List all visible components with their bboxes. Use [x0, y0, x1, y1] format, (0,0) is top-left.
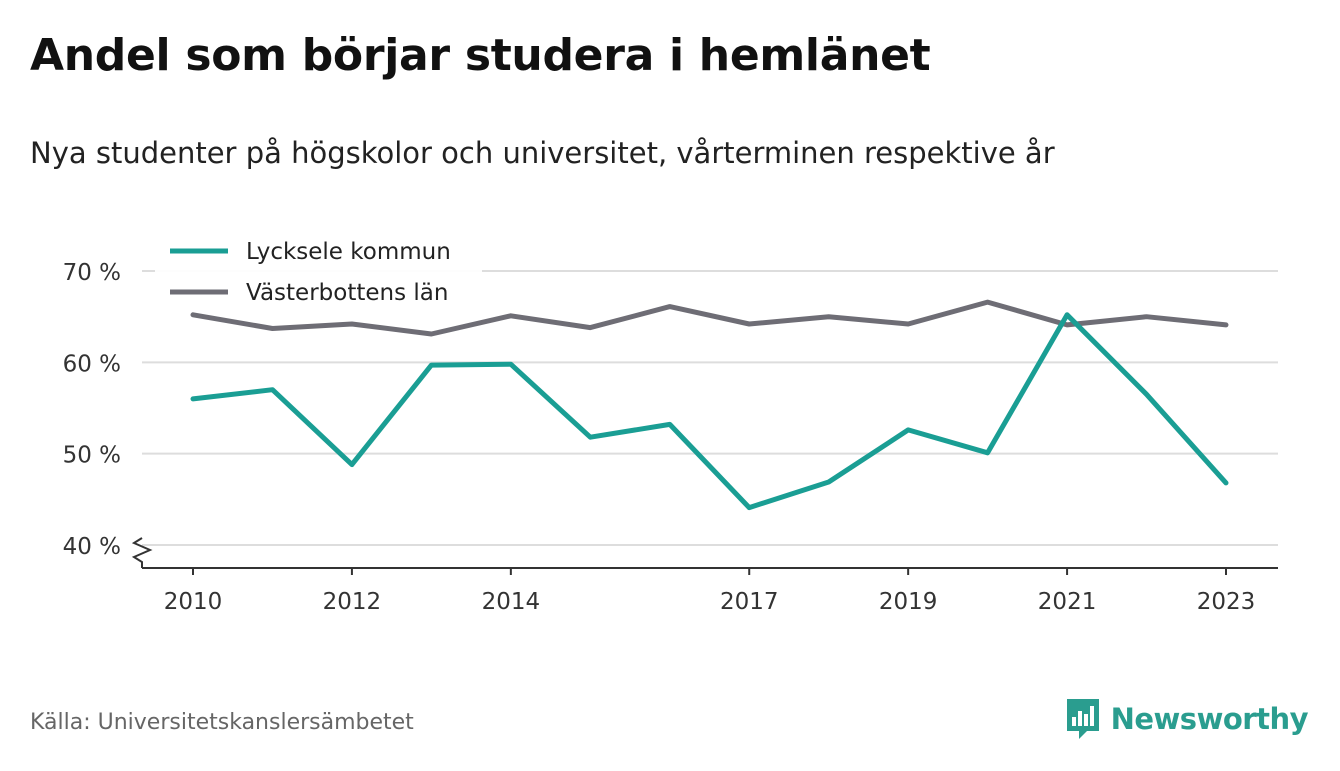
line-chart: 40 % 50 % 60 % 70 % 2010 2012 2014 2017 2019 2021… — [62, 232, 1278, 615]
x-tick-label: 2010 — [164, 589, 223, 615]
y-tick-label: 60 % — [63, 351, 121, 377]
chart-title: Andel som börjar studera i hemlänet — [30, 30, 931, 81]
brand-name: Newsworthy — [1110, 702, 1309, 736]
x-tick-label: 2012 — [323, 589, 382, 615]
legend-label: Lycksele kommun — [246, 239, 451, 265]
y-tick-label: 50 % — [63, 443, 121, 469]
x-tick-label: 2014 — [482, 589, 541, 615]
x-tick-label: 2019 — [879, 589, 938, 615]
source-note: Källa: Universitetskanslersämbetet — [30, 710, 414, 735]
y-tick-label: 70 % — [63, 260, 121, 286]
chart-subtitle: Nya studenter på högskolor och universit… — [30, 136, 1055, 170]
newsworthy-logo-icon — [1066, 699, 1099, 739]
legend-label: Västerbottens län — [246, 280, 448, 306]
x-tick-label: 2017 — [720, 589, 779, 615]
series-line-lycksele — [190, 312, 1229, 511]
brand-logo: Newsworthy — [1065, 697, 1309, 741]
x-tick-label: 2021 — [1038, 589, 1097, 615]
series-line-vasterbotten — [190, 299, 1229, 337]
y-tick-label: 40 % — [63, 534, 121, 560]
legend-background — [155, 232, 482, 312]
y-axis-break — [131, 537, 153, 568]
x-tick-label: 2023 — [1197, 589, 1256, 615]
